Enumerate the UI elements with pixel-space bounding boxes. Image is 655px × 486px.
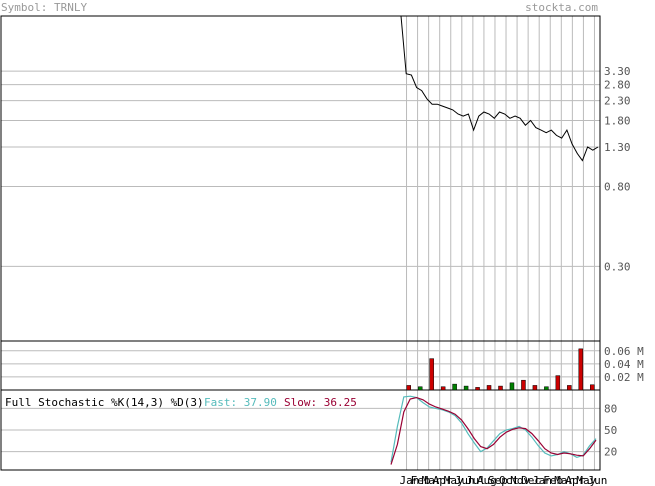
volume-bar xyxy=(532,385,538,391)
volume-bar xyxy=(486,385,492,391)
volume-bar xyxy=(475,387,480,391)
volume-bar xyxy=(567,385,572,391)
volume-bar xyxy=(498,385,503,391)
volume-axis: 0.06 M0.04 M0.02 M xyxy=(604,345,644,384)
symbol-label: Symbol: TRNLY xyxy=(1,1,87,14)
x-tick-label: Dec xyxy=(521,474,541,486)
volume-tick-label: 0.04 M xyxy=(604,358,644,371)
price-tick-label: 2.80 xyxy=(604,79,631,92)
fast-value-label: Fast: 37.90 xyxy=(204,396,277,409)
x-tick-label: Mar xyxy=(422,474,442,486)
x-tick-label: Apr xyxy=(433,474,453,486)
price-tick-label: 0.30 xyxy=(604,260,631,273)
stochastic-slow-line xyxy=(390,396,597,465)
x-tick-label: Jan xyxy=(532,474,552,486)
x-tick-label: Feb xyxy=(543,474,563,486)
slow-value-label: Slow: 36.25 xyxy=(284,396,357,409)
volume-bar xyxy=(555,375,561,391)
x-tick-label: Oct xyxy=(499,474,519,486)
x-tick-label: May xyxy=(576,474,596,486)
volume-bar xyxy=(590,384,595,391)
price-tick-label: 1.30 xyxy=(604,141,631,154)
price-tick-label: 1.80 xyxy=(604,115,631,128)
x-tick-label: Jan xyxy=(400,474,420,486)
site-link[interactable]: stockta.com xyxy=(525,1,598,14)
x-tick-label: Mar xyxy=(554,474,574,486)
price-axis: 3.302.80 2.30 1.80 1.30 0.80 0.30 xyxy=(604,65,631,273)
x-tick-label: Sep xyxy=(488,474,508,486)
volume-bar xyxy=(463,385,469,391)
stochastic-fast-line xyxy=(390,395,597,463)
x-axis: JanFebMarAprMayJunJulAugSepOctNovDecJanF… xyxy=(400,474,608,486)
volume-bar xyxy=(521,379,526,391)
volume-bar xyxy=(429,358,434,391)
price-tick-label: 2.30 xyxy=(604,95,631,108)
volume-bar xyxy=(440,386,446,391)
x-tick-label: Feb xyxy=(411,474,431,486)
stochastic-tick-label: 80 xyxy=(604,402,617,415)
x-tick-label: Apr xyxy=(565,474,585,486)
x-tick-label: Jul xyxy=(466,474,486,486)
volume-bars xyxy=(406,348,595,391)
volume-bar xyxy=(417,386,423,391)
price-tick-label: 3.30 xyxy=(604,65,631,78)
x-tick-label: Jun xyxy=(587,474,607,486)
x-tick-label: Aug xyxy=(477,474,497,486)
price-line xyxy=(400,15,599,162)
stochastic-tick-label: 50 xyxy=(604,424,617,437)
stochastic-title: Full Stochastic %K(14,3) %D(3) xyxy=(5,396,204,409)
stochastic-tick-label: 20 xyxy=(604,446,617,459)
volume-tick-label: 0.06 M xyxy=(604,345,644,358)
price-tick-label: 0.80 xyxy=(604,181,631,194)
volume-bar xyxy=(578,348,584,391)
stochastic-axis: 80 50 20 xyxy=(604,402,617,458)
stochastic-panel xyxy=(0,389,601,471)
volume-bar xyxy=(406,385,411,391)
volume-bar xyxy=(452,383,457,391)
volume-tick-label: 0.02 M xyxy=(604,371,644,384)
volume-bar xyxy=(544,386,549,391)
grid-layer xyxy=(1,16,600,470)
x-tick-label: May xyxy=(444,474,464,486)
x-tick-label: Jun xyxy=(455,474,475,486)
x-tick-label: Nov xyxy=(510,474,530,486)
volume-bar xyxy=(509,382,515,391)
